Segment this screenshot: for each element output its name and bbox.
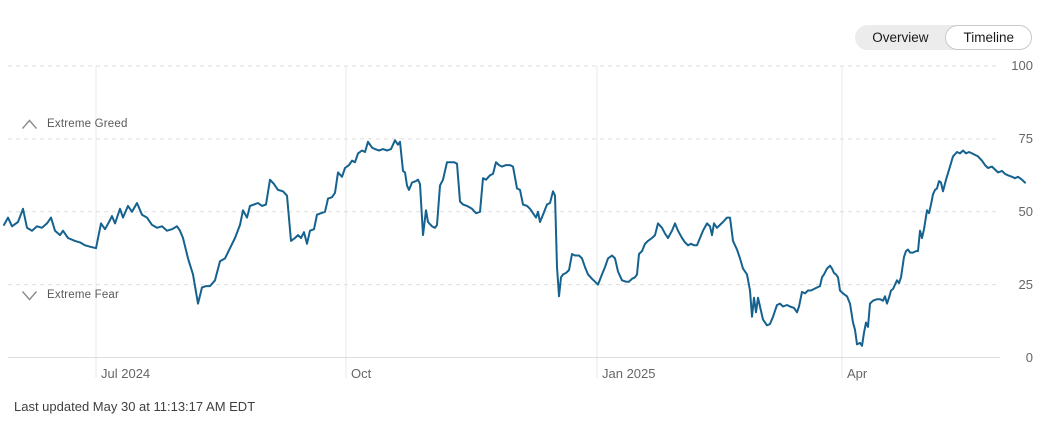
chevron-up-icon	[21, 118, 38, 129]
timeline-chart[interactable]: 100 75 50 25 0 Jul 2024 Oct Jan 2025 Apr Extrem…	[0, 0, 1041, 395]
overview-toggle-button[interactable]: Overview	[855, 25, 945, 50]
extreme-greed-text: Extreme Greed	[47, 118, 128, 130]
chevron-down-icon	[21, 290, 38, 301]
y-axis-tick-label: 100	[1011, 58, 1033, 73]
extreme-fear-text: Extreme Fear	[47, 289, 120, 301]
x-axis-tick-label: Apr	[847, 366, 868, 381]
timeline-toggle-button[interactable]: Timeline	[945, 25, 1032, 50]
chart-canvas[interactable]	[0, 0, 1041, 395]
x-axis-tick-label: Jul 2024	[101, 366, 151, 381]
extreme-fear-zone-label: Extreme Fear	[21, 289, 119, 301]
view-toggle: Overview Timeline	[855, 25, 1032, 50]
y-axis-tick-label: 0	[1025, 349, 1033, 365]
last-updated-text: Last updated May 30 at 11:13:17 AM EDT	[14, 399, 256, 414]
y-axis-tick-label: 50	[1018, 203, 1033, 219]
x-axis-tick-label: Oct	[351, 366, 372, 381]
fear-greed-index-line[interactable]	[3, 139, 1026, 347]
y-axis-tick-label: 25	[1018, 276, 1033, 292]
extreme-greed-zone-label: Extreme Greed	[21, 118, 128, 130]
y-axis-tick-label: 75	[1018, 130, 1033, 146]
x-axis-tick-label: Jan 2025	[602, 366, 656, 381]
